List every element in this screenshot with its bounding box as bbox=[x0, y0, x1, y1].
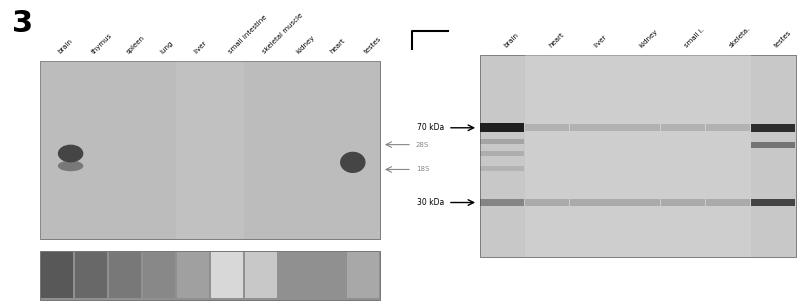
Bar bbox=[312, 61, 346, 239]
Bar bbox=[751, 142, 795, 148]
Text: 28S: 28S bbox=[416, 142, 430, 147]
Text: lung: lung bbox=[159, 40, 174, 55]
Bar bbox=[480, 151, 524, 156]
Bar bbox=[525, 55, 570, 257]
Bar bbox=[661, 199, 705, 206]
Bar bbox=[706, 55, 751, 257]
Text: small i.: small i. bbox=[683, 27, 705, 49]
Text: spleen: spleen bbox=[125, 35, 146, 55]
Text: 30 kDa: 30 kDa bbox=[417, 198, 444, 207]
Bar bbox=[245, 252, 277, 298]
Bar bbox=[41, 252, 74, 298]
Text: testes: testes bbox=[363, 36, 382, 55]
Bar bbox=[570, 124, 614, 131]
Text: brain: brain bbox=[57, 38, 74, 55]
Bar bbox=[706, 199, 750, 206]
Bar bbox=[347, 252, 379, 298]
Bar bbox=[480, 199, 524, 206]
Bar bbox=[74, 61, 108, 239]
Bar bbox=[177, 252, 210, 298]
Bar bbox=[313, 252, 346, 298]
Bar bbox=[40, 251, 380, 300]
Text: small intestine: small intestine bbox=[227, 14, 268, 55]
Bar bbox=[706, 124, 750, 131]
Bar bbox=[751, 124, 795, 132]
Bar bbox=[480, 123, 524, 132]
Bar bbox=[143, 252, 175, 298]
Bar bbox=[40, 61, 380, 239]
Text: kidney: kidney bbox=[638, 28, 658, 49]
Text: brain: brain bbox=[502, 32, 519, 49]
Text: liver: liver bbox=[593, 34, 608, 49]
Text: skeletal muscle: skeletal muscle bbox=[261, 13, 304, 55]
Bar bbox=[615, 55, 661, 257]
Bar bbox=[570, 55, 615, 257]
Text: 3: 3 bbox=[12, 9, 33, 38]
Bar bbox=[615, 199, 660, 206]
Bar bbox=[176, 61, 210, 239]
Text: kidney: kidney bbox=[295, 34, 316, 55]
Bar bbox=[142, 61, 176, 239]
Bar bbox=[480, 166, 524, 171]
Bar bbox=[279, 252, 311, 298]
Text: heart: heart bbox=[548, 32, 565, 49]
Bar bbox=[109, 252, 141, 298]
Bar bbox=[346, 61, 380, 239]
Text: thymus: thymus bbox=[91, 32, 114, 55]
Text: liver: liver bbox=[193, 40, 208, 55]
Text: 18S: 18S bbox=[416, 166, 430, 173]
Bar bbox=[615, 124, 660, 131]
Bar bbox=[661, 55, 706, 257]
Bar bbox=[570, 199, 614, 206]
Bar bbox=[210, 61, 244, 239]
Text: skeleta.: skeleta. bbox=[728, 25, 752, 49]
Text: 70 kDa: 70 kDa bbox=[417, 123, 444, 132]
Bar bbox=[525, 199, 570, 206]
Bar bbox=[40, 61, 74, 239]
Bar bbox=[480, 139, 524, 144]
Bar bbox=[751, 199, 795, 206]
Text: heart: heart bbox=[329, 38, 346, 55]
Bar bbox=[525, 124, 570, 131]
Bar bbox=[244, 61, 278, 239]
Ellipse shape bbox=[58, 161, 83, 171]
Bar bbox=[480, 55, 796, 257]
Bar bbox=[75, 252, 107, 298]
Ellipse shape bbox=[58, 145, 83, 162]
Bar bbox=[211, 252, 243, 298]
Bar bbox=[108, 61, 142, 239]
Text: testes: testes bbox=[774, 30, 793, 49]
Bar bbox=[278, 61, 312, 239]
Ellipse shape bbox=[340, 152, 366, 173]
Bar bbox=[661, 124, 705, 131]
